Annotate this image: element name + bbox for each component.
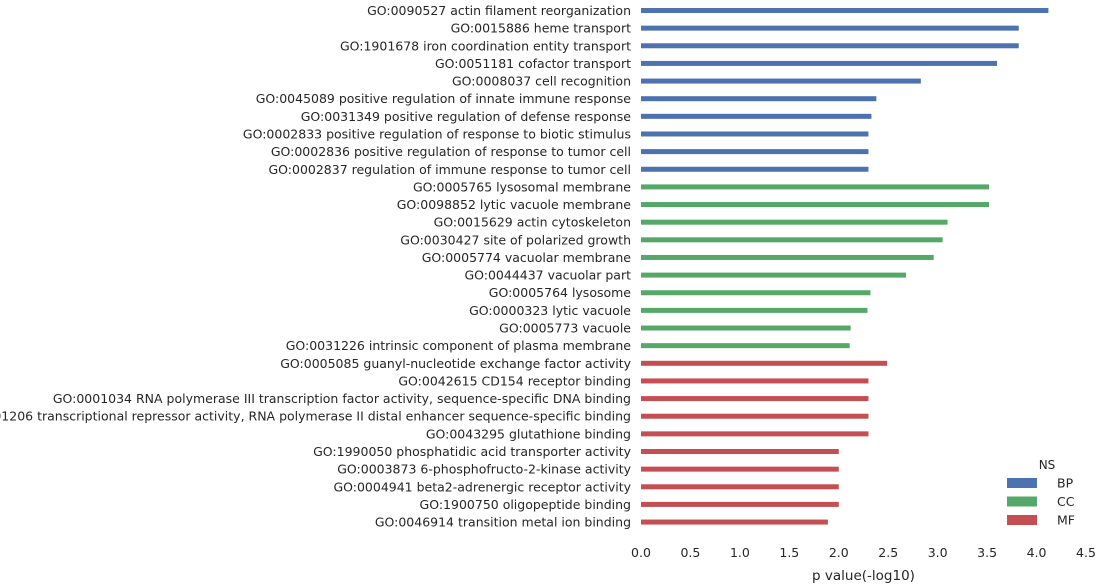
x-axis-ticks: 0.0 0.5 1.0 1.5 2.0 2.5 3.0 3.5 4.0 4.5 — [631, 545, 1096, 560]
bar-26 — [641, 466, 839, 472]
category-label: GO:0015886 heme transport — [451, 21, 631, 36]
x-tick-label: 4.0 — [1027, 545, 1047, 560]
category-label: GO:0005774 vacuolar membrane — [422, 250, 632, 265]
category-label: GO:0045089 positive regulation of innate… — [256, 91, 632, 106]
bar-29 — [641, 519, 828, 525]
bar-22 — [641, 396, 869, 402]
bar-21 — [641, 378, 869, 384]
bar-19 — [641, 343, 850, 349]
category-label: GO:0001034 RNA polymerase III transcript… — [53, 391, 631, 406]
bar-2 — [641, 43, 1019, 49]
category-label: GO:0004941 beta2-adrenergic receptor act… — [333, 479, 631, 494]
bar-5 — [641, 96, 877, 102]
bar-18 — [641, 325, 851, 331]
legend-label-mf: MF — [1057, 513, 1075, 528]
x-tick-label: 1.5 — [779, 545, 799, 560]
bar-0 — [641, 8, 1049, 13]
legend-entries: BP CC MF — [1007, 476, 1075, 528]
category-label: GO:0031349 positive regulation of defens… — [301, 109, 632, 124]
bar-10 — [641, 184, 990, 190]
category-label: GO:0005764 lysosome — [489, 285, 632, 300]
bar-14 — [641, 254, 934, 260]
bar-20 — [641, 360, 888, 366]
x-tick-label: 0.5 — [680, 545, 700, 560]
bar-8 — [641, 149, 869, 155]
x-tick-label: 2.0 — [829, 545, 849, 560]
bar-13 — [641, 237, 943, 243]
bar-24 — [641, 431, 869, 437]
bar-1 — [641, 25, 1019, 31]
bar-27 — [641, 484, 839, 490]
bar-11 — [641, 202, 990, 208]
legend-label-cc: CC — [1057, 494, 1075, 509]
x-tick-label: 3.0 — [928, 545, 948, 560]
x-tick-label: 4.5 — [1076, 545, 1096, 560]
bar-25 — [641, 449, 839, 454]
category-label: GO:0000323 lytic vacuole — [469, 303, 631, 318]
category-label: GO:0002833 positive regulation of respon… — [243, 126, 631, 141]
legend-swatch-bp — [1007, 478, 1037, 488]
x-tick-label: 2.5 — [878, 545, 898, 560]
bars-layer — [641, 8, 1049, 525]
x-axis-label: p value(-log10) — [812, 568, 915, 584]
bar-3 — [641, 60, 997, 66]
category-label: GO:0015629 actin cytoskeleton — [434, 215, 631, 230]
category-label: GO:0005765 lysosomal membrane — [413, 179, 631, 194]
bar-28 — [641, 501, 839, 507]
x-tick-label: 0.0 — [631, 545, 651, 560]
category-label: GO:0003873 6-phosphofructo-2-kinase acti… — [337, 462, 631, 477]
category-label: GO:0031226 intrinsic component of plasma… — [286, 338, 632, 353]
legend-title: NS — [1039, 458, 1056, 472]
legend-label-bp: BP — [1057, 476, 1074, 491]
bar-16 — [641, 290, 871, 296]
x-tick-label: 3.5 — [977, 545, 997, 560]
category-label: GO:0008037 cell recognition — [452, 74, 631, 89]
category-label: GO:0030427 site of polarized growth — [400, 232, 631, 247]
bar-23 — [641, 413, 869, 419]
legend: NS BP CC MF — [1007, 458, 1075, 528]
category-label: GO:1901678 iron coordination entity tran… — [340, 38, 631, 53]
category-label: GO:1900750 oligopeptide binding — [420, 497, 631, 512]
bar-6 — [641, 113, 872, 119]
category-label: GO:0002836 positive regulation of respon… — [271, 144, 631, 159]
bar-9 — [641, 166, 869, 172]
category-label: GO:0046914 transition metal ion binding — [375, 515, 631, 530]
category-label: GO:0043295 glutathione binding — [426, 426, 631, 441]
category-label: GO:0098852 lytic vacuole membrane — [397, 197, 632, 212]
category-labels: GO:0090527 actin filament reorganization… — [0, 3, 632, 530]
category-label: GO:1990050 phosphatidic acid transporter… — [313, 444, 631, 459]
x-tick-label: 1.0 — [730, 545, 750, 560]
category-label: GO:0044437 vacuolar part — [464, 268, 631, 283]
legend-swatch-cc — [1007, 496, 1037, 507]
category-label: GO:0002837 regulation of immune response… — [268, 162, 631, 177]
category-label: GO:0090527 actin filament reorganization — [367, 3, 631, 18]
legend-swatch-mf — [1007, 515, 1037, 525]
bar-7 — [641, 131, 869, 137]
bar-17 — [641, 307, 868, 313]
bar-4 — [641, 78, 921, 84]
category-label: GO:0005085 guanyl-nucleotide exchange fa… — [280, 356, 631, 371]
category-label: GO:0001206 transcriptional repressor act… — [0, 409, 631, 424]
category-label: GO:0005773 vacuole — [499, 321, 631, 336]
bar-15 — [641, 272, 907, 278]
category-label: GO:0051181 cofactor transport — [435, 56, 631, 71]
category-label: GO:0042615 CD154 receptor binding — [398, 373, 631, 388]
bar-12 — [641, 219, 948, 225]
